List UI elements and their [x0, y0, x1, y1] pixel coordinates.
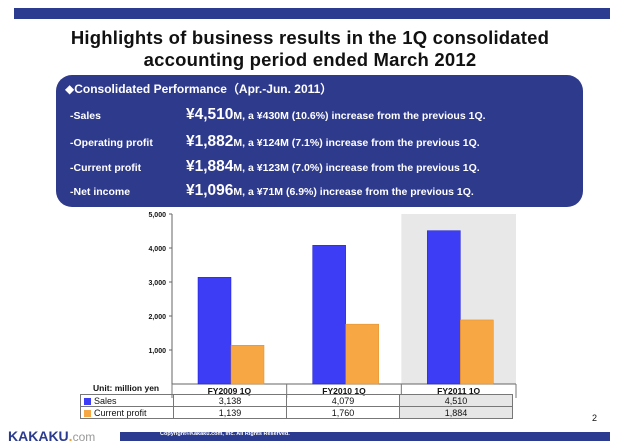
table-cell: 4,079	[286, 394, 400, 407]
category-label: FY2011 1Q	[437, 386, 480, 396]
row-value: ¥1,884M, a ¥123M (7.0%) increase from th…	[186, 158, 480, 175]
row-label: -Sales	[70, 110, 101, 122]
kakaku-logo: KAKAKU.com	[8, 428, 96, 444]
footer: KAKAKU.com Copyright©Kakaku.com, Inc. Al…	[0, 428, 620, 446]
legend-swatch-sales	[84, 397, 91, 405]
copyright: Copyright©Kakaku.com, Inc. All Rights Re…	[160, 431, 290, 437]
y-tick-label: 3,000	[148, 280, 166, 287]
performance-box: ◆Consolidated Performance（Apr.-Jun. 2011…	[56, 75, 583, 207]
data-table: Sales 3,138 4,079 4,510 Current profit 1…	[80, 394, 513, 419]
category-label: FY2010 1Q	[322, 386, 366, 396]
y-tick-label: 1,000	[148, 348, 166, 355]
table-cell: 1,884	[399, 406, 513, 419]
legend-current-profit: Current profit	[80, 406, 174, 419]
title-line-1: Highlights of business results in the 1Q…	[70, 27, 550, 48]
table-cell: 1,139	[173, 406, 287, 419]
table-cell: 3,138	[173, 394, 287, 407]
bar-sales	[197, 277, 232, 385]
performance-heading: ◆Consolidated Performance（Apr.-Jun. 2011…	[65, 82, 333, 96]
y-tick-label: 2,000	[148, 314, 166, 321]
y-tick-label: 4,000	[148, 246, 166, 253]
page-title: Highlights of business results in the 1Q…	[0, 27, 620, 71]
bar-current-profit	[460, 319, 494, 385]
page-number: 2	[592, 413, 598, 423]
table-cell: 4,510	[399, 394, 513, 407]
row-value: ¥4,510M, a ¥430M (10.6%) increase from t…	[186, 106, 486, 123]
legend-swatch-current-profit	[84, 409, 91, 417]
category-label: FY2009 1Q	[208, 386, 252, 396]
row-value: ¥1,096M, a ¥71M (6.9%) increase from the…	[186, 182, 474, 199]
bar-sales	[312, 245, 346, 385]
legend-sales: Sales	[80, 394, 174, 407]
row-label: -Operating profit	[70, 137, 153, 149]
table-cell: 1,760	[286, 406, 400, 419]
footer-bar	[120, 432, 610, 441]
header-bar	[14, 8, 610, 19]
title-line-2: accounting period ended March 2012	[143, 49, 477, 70]
table-row-current-profit: Current profit 1,139 1,760 1,884	[80, 406, 513, 419]
bar-current-profit	[230, 345, 265, 385]
row-label: -Current profit	[70, 162, 142, 174]
bar-current-profit	[345, 323, 379, 385]
row-label: -Net income	[70, 186, 131, 198]
table-row-sales: Sales 3,138 4,079 4,510	[80, 394, 513, 407]
bar-sales	[427, 230, 461, 385]
y-tick-label: 5,000	[148, 212, 166, 219]
row-value: ¥1,882M, a ¥124M (7.1%) increase from th…	[186, 133, 480, 150]
unit-label: Unit: million yen	[93, 383, 160, 393]
